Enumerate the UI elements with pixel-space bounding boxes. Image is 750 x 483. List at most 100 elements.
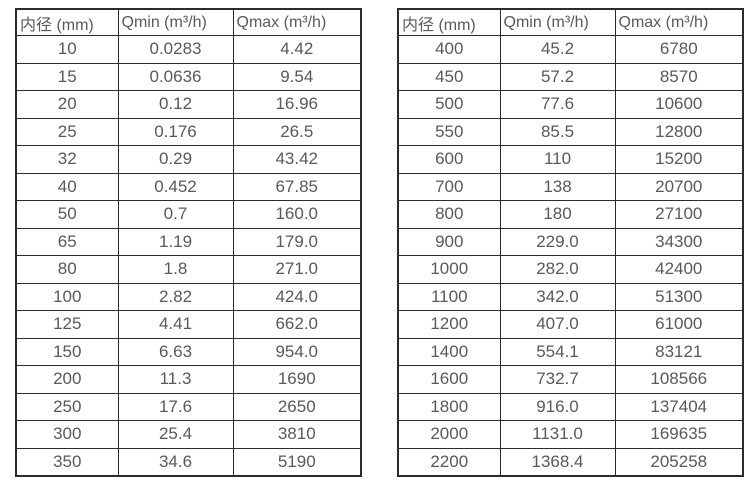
qmin-cell: 6.63 <box>117 337 234 366</box>
diameter-cell: 1100 <box>397 282 501 311</box>
diameter-cell: 50 <box>15 200 119 229</box>
qmin-cell: 180 <box>499 200 616 229</box>
column-header-qmax: Qmax (m³/h) <box>614 8 744 36</box>
diameter-cell: 10 <box>15 35 119 64</box>
qmin-cell: 0.29 <box>117 145 234 174</box>
qmin-cell: 57.2 <box>499 62 616 91</box>
qmax-cell: 43.42 <box>232 145 362 174</box>
diameter-cell: 100 <box>15 282 119 311</box>
qmin-cell: 11.3 <box>117 365 234 394</box>
qmax-cell: 8570 <box>614 62 744 91</box>
table-row: 100 2.82 424.0 <box>15 282 362 311</box>
table-row: 40 0.452 67.85 <box>15 172 362 201</box>
diameter-cell: 800 <box>397 200 501 229</box>
diameter-cell: 1200 <box>397 310 501 339</box>
table-row: 250 17.6 2650 <box>15 392 362 421</box>
table-row: 1100 342.0 51300 <box>397 282 744 311</box>
diameter-cell: 300 <box>15 420 119 449</box>
diameter-cell: 65 <box>15 227 119 256</box>
qmax-cell: 4.42 <box>232 35 362 64</box>
diameter-cell: 125 <box>15 310 119 339</box>
qmin-cell: 282.0 <box>499 255 616 284</box>
diameter-cell: 550 <box>397 117 501 146</box>
flow-table-dn400-2200: 内径 (mm) Qmin (m³/h) Qmax (m³/h) 400 45.2 6780… <box>397 8 744 477</box>
qmax-cell: 5190 <box>232 447 362 477</box>
qmin-cell: 2.82 <box>117 282 234 311</box>
diameter-cell: 1800 <box>397 392 501 421</box>
diameter-cell: 900 <box>397 227 501 256</box>
table-row: 1800 916.0 137404 <box>397 392 744 421</box>
qmin-cell: 77.6 <box>499 90 616 119</box>
table-row: 20 0.12 16.96 <box>15 90 362 119</box>
qmin-cell: 1.19 <box>117 227 234 256</box>
qmin-cell: 45.2 <box>499 35 616 64</box>
table-row: 1400 554.1 83121 <box>397 337 744 366</box>
diameter-cell: 32 <box>15 145 119 174</box>
table-row: 400 45.2 6780 <box>397 35 744 64</box>
diameter-cell: 2200 <box>397 447 501 477</box>
qmax-cell: 27100 <box>614 200 744 229</box>
qmax-cell: 169635 <box>614 420 744 449</box>
table-row: 10 0.0283 4.42 <box>15 35 362 64</box>
diameter-cell: 2000 <box>397 420 501 449</box>
diameter-cell: 1000 <box>397 255 501 284</box>
qmin-cell: 1131.0 <box>499 420 616 449</box>
column-header-qmax: Qmax (m³/h) <box>232 8 362 36</box>
qmin-cell: 229.0 <box>499 227 616 256</box>
table-row: 50 0.7 160.0 <box>15 200 362 229</box>
table-row: 550 85.5 12800 <box>397 117 744 146</box>
diameter-cell: 20 <box>15 90 119 119</box>
diameter-cell: 250 <box>15 392 119 421</box>
qmax-cell: 1690 <box>232 365 362 394</box>
table-row: 32 0.29 43.42 <box>15 145 362 174</box>
diameter-cell: 150 <box>15 337 119 366</box>
qmin-cell: 342.0 <box>499 282 616 311</box>
qmax-cell: 160.0 <box>232 200 362 229</box>
qmax-cell: 83121 <box>614 337 744 366</box>
table-row: 800 180 27100 <box>397 200 744 229</box>
qmax-cell: 10600 <box>614 90 744 119</box>
qmin-cell: 1368.4 <box>499 447 616 477</box>
table-row: 600 110 15200 <box>397 145 744 174</box>
qmax-cell: 108566 <box>614 365 744 394</box>
qmax-cell: 137404 <box>614 392 744 421</box>
table-row: 125 4.41 662.0 <box>15 310 362 339</box>
table-row: 700 138 20700 <box>397 172 744 201</box>
diameter-cell: 80 <box>15 255 119 284</box>
diameter-cell: 15 <box>15 62 119 91</box>
table-row: 350 34.6 5190 <box>15 447 362 477</box>
table-row: 1600 732.7 108566 <box>397 365 744 394</box>
qmin-cell: 0.0283 <box>117 35 234 64</box>
qmin-cell: 0.7 <box>117 200 234 229</box>
diameter-cell: 25 <box>15 117 119 146</box>
qmax-cell: 51300 <box>614 282 744 311</box>
qmin-cell: 25.4 <box>117 420 234 449</box>
qmax-cell: 12800 <box>614 117 744 146</box>
qmax-cell: 662.0 <box>232 310 362 339</box>
qmax-cell: 3810 <box>232 420 362 449</box>
diameter-cell: 1600 <box>397 365 501 394</box>
table-row: 2000 1131.0 169635 <box>397 420 744 449</box>
header-row: 内径 (mm) Qmin (m³/h) Qmax (m³/h) <box>15 8 362 36</box>
qmin-cell: 110 <box>499 145 616 174</box>
column-header-qmin: Qmin (m³/h) <box>499 8 616 36</box>
qmin-cell: 0.12 <box>117 90 234 119</box>
qmax-cell: 424.0 <box>232 282 362 311</box>
qmax-cell: 16.96 <box>232 90 362 119</box>
qmax-cell: 9.54 <box>232 62 362 91</box>
qmin-cell: 4.41 <box>117 310 234 339</box>
table-row: 15 0.0636 9.54 <box>15 62 362 91</box>
table-row: 450 57.2 8570 <box>397 62 744 91</box>
qmax-cell: 26.5 <box>232 117 362 146</box>
qmax-cell: 205258 <box>614 447 744 477</box>
qmax-cell: 271.0 <box>232 255 362 284</box>
table-row: 1000 282.0 42400 <box>397 255 744 284</box>
column-header-qmin: Qmin (m³/h) <box>117 8 234 36</box>
table-row: 300 25.4 3810 <box>15 420 362 449</box>
qmin-cell: 732.7 <box>499 365 616 394</box>
qmin-cell: 554.1 <box>499 337 616 366</box>
table-row: 65 1.19 179.0 <box>15 227 362 256</box>
flow-table-dn10-350: 内径 (mm) Qmin (m³/h) Qmax (m³/h) 10 0.0283 4.4… <box>15 8 362 477</box>
diameter-cell: 450 <box>397 62 501 91</box>
